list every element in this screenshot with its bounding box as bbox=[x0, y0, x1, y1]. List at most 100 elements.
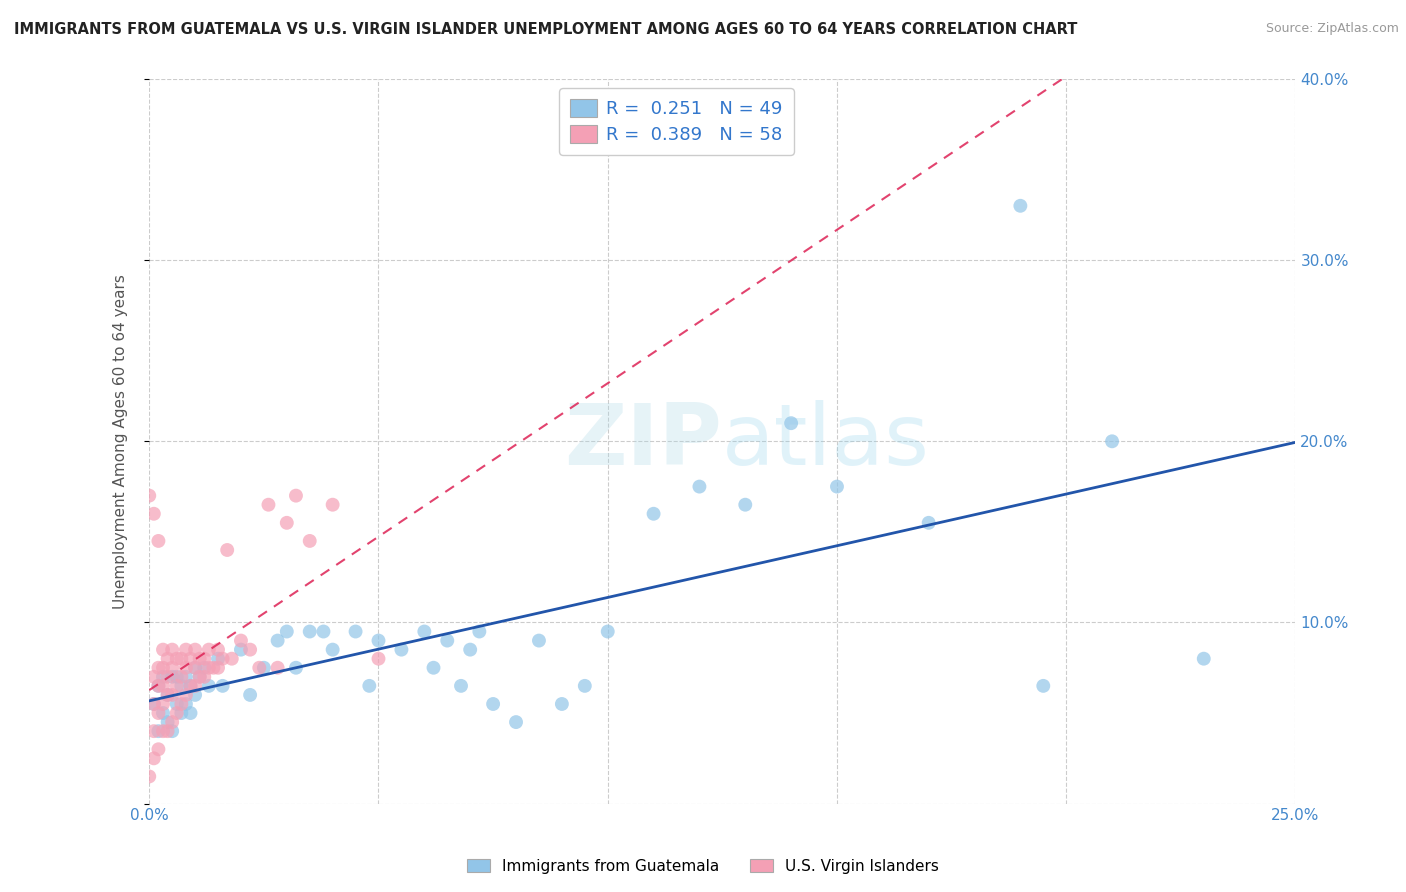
Point bbox=[253, 661, 276, 675]
Point bbox=[160, 715, 183, 730]
Point bbox=[596, 624, 619, 639]
Point bbox=[152, 670, 174, 684]
Point bbox=[142, 507, 165, 521]
Legend: Immigrants from Guatemala, U.S. Virgin Islanders: Immigrants from Guatemala, U.S. Virgin I… bbox=[461, 853, 945, 880]
Point bbox=[211, 651, 233, 665]
Point bbox=[688, 480, 710, 494]
Point bbox=[148, 679, 170, 693]
Point bbox=[276, 624, 298, 639]
Point bbox=[188, 651, 211, 665]
Point bbox=[1010, 199, 1032, 213]
Point bbox=[166, 697, 188, 711]
Point bbox=[166, 679, 188, 693]
Point bbox=[160, 688, 183, 702]
Point bbox=[239, 642, 262, 657]
Point bbox=[138, 489, 160, 503]
Point bbox=[825, 480, 848, 494]
Point bbox=[918, 516, 941, 530]
Point bbox=[170, 651, 193, 665]
Point bbox=[142, 724, 165, 739]
Point bbox=[367, 633, 389, 648]
Point bbox=[174, 688, 197, 702]
Point bbox=[458, 642, 481, 657]
Point bbox=[152, 679, 174, 693]
Point bbox=[198, 661, 221, 675]
Point bbox=[156, 688, 179, 702]
Point bbox=[174, 670, 197, 684]
Point bbox=[188, 670, 211, 684]
Point bbox=[142, 697, 165, 711]
Point bbox=[239, 688, 262, 702]
Point bbox=[276, 516, 298, 530]
Point bbox=[142, 670, 165, 684]
Point bbox=[184, 679, 207, 693]
Point bbox=[184, 642, 207, 657]
Point bbox=[207, 642, 229, 657]
Point bbox=[298, 533, 321, 548]
Point bbox=[156, 724, 179, 739]
Point bbox=[170, 679, 193, 693]
Point bbox=[156, 670, 179, 684]
Point bbox=[202, 661, 225, 675]
Point bbox=[734, 498, 756, 512]
Point bbox=[482, 697, 505, 711]
Point bbox=[468, 624, 491, 639]
Point bbox=[505, 715, 527, 730]
Point bbox=[322, 498, 344, 512]
Point bbox=[322, 642, 344, 657]
Point bbox=[180, 679, 202, 693]
Point bbox=[156, 715, 179, 730]
Point bbox=[207, 661, 229, 675]
Point bbox=[450, 679, 472, 693]
Text: ZIP: ZIP bbox=[565, 400, 723, 483]
Point bbox=[193, 670, 215, 684]
Point bbox=[166, 670, 188, 684]
Point bbox=[312, 624, 335, 639]
Point bbox=[152, 697, 174, 711]
Point bbox=[166, 706, 188, 720]
Point bbox=[266, 633, 288, 648]
Point bbox=[643, 507, 665, 521]
Point bbox=[174, 642, 197, 657]
Point bbox=[188, 670, 211, 684]
Point bbox=[257, 498, 280, 512]
Point bbox=[148, 679, 170, 693]
Point bbox=[266, 661, 288, 675]
Text: atlas: atlas bbox=[723, 400, 931, 483]
Point bbox=[359, 679, 381, 693]
Point bbox=[174, 661, 197, 675]
Point bbox=[142, 751, 165, 765]
Point bbox=[166, 651, 188, 665]
Point bbox=[211, 679, 233, 693]
Point bbox=[148, 661, 170, 675]
Point bbox=[180, 706, 202, 720]
Point bbox=[184, 661, 207, 675]
Point bbox=[142, 697, 165, 711]
Point bbox=[152, 706, 174, 720]
Point bbox=[152, 642, 174, 657]
Point bbox=[184, 688, 207, 702]
Point bbox=[170, 670, 193, 684]
Point bbox=[152, 724, 174, 739]
Point bbox=[436, 633, 458, 648]
Point bbox=[780, 416, 803, 430]
Point bbox=[198, 679, 221, 693]
Point bbox=[138, 769, 160, 783]
Point bbox=[156, 651, 179, 665]
Point bbox=[180, 651, 202, 665]
Point bbox=[391, 642, 413, 657]
Point bbox=[367, 651, 389, 665]
Point bbox=[184, 661, 207, 675]
Point bbox=[198, 642, 221, 657]
Point bbox=[217, 543, 239, 558]
Point bbox=[160, 670, 183, 684]
Point bbox=[193, 651, 215, 665]
Point bbox=[174, 697, 197, 711]
Text: IMMIGRANTS FROM GUATEMALA VS U.S. VIRGIN ISLANDER UNEMPLOYMENT AMONG AGES 60 TO : IMMIGRANTS FROM GUATEMALA VS U.S. VIRGIN… bbox=[14, 22, 1077, 37]
Point bbox=[148, 706, 170, 720]
Point bbox=[170, 706, 193, 720]
Point bbox=[221, 651, 243, 665]
Point bbox=[344, 624, 367, 639]
Point bbox=[285, 489, 308, 503]
Text: Source: ZipAtlas.com: Source: ZipAtlas.com bbox=[1265, 22, 1399, 36]
